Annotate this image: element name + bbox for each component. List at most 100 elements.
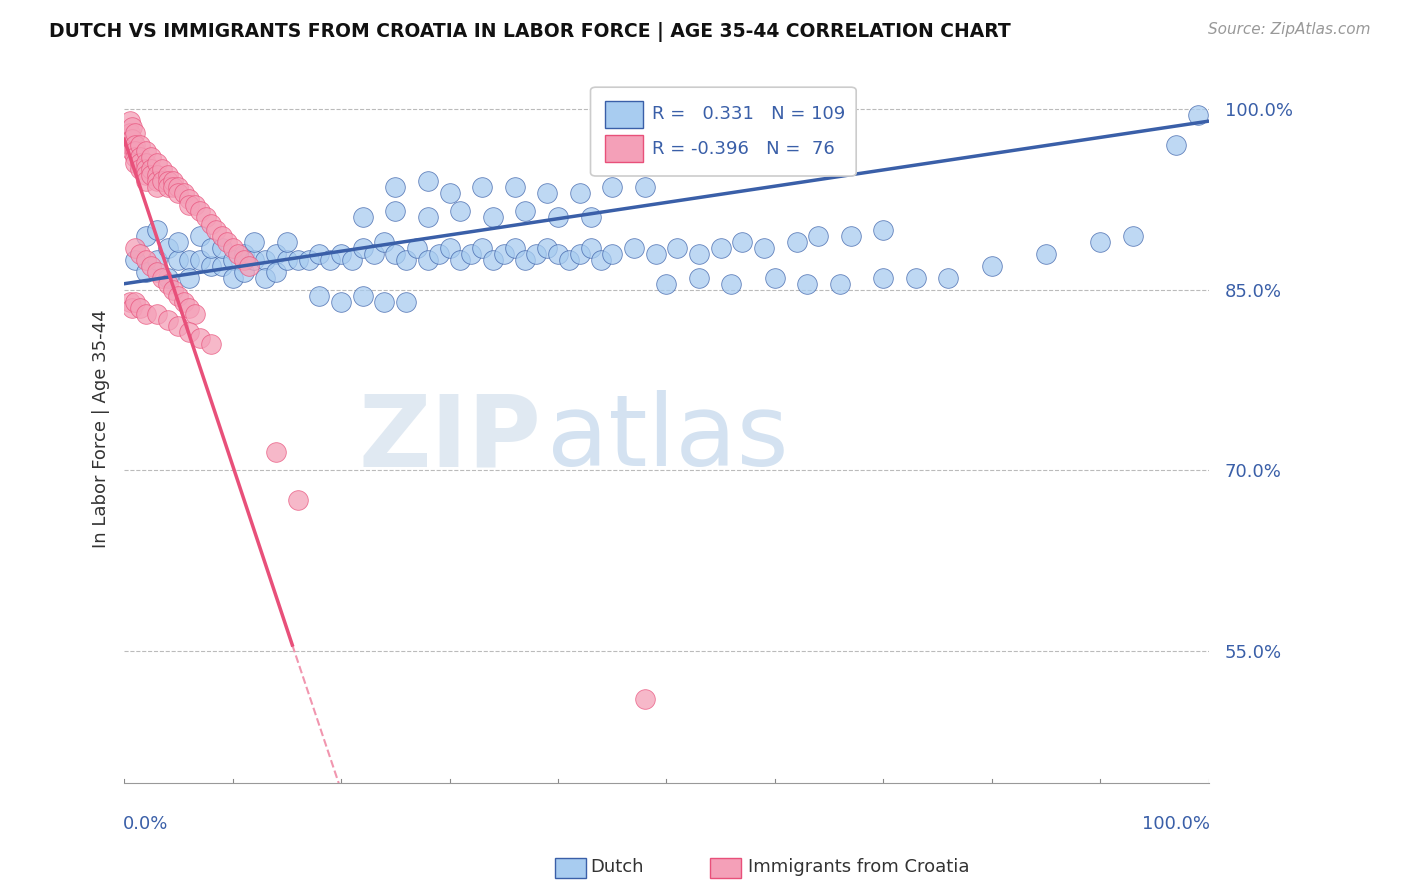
Point — [373, 235, 395, 249]
Point — [232, 246, 254, 260]
Point — [449, 252, 471, 267]
Point — [188, 204, 211, 219]
Point — [150, 174, 173, 188]
Point — [264, 445, 287, 459]
Point — [129, 150, 152, 164]
Point — [264, 265, 287, 279]
Point — [156, 313, 179, 327]
Point — [129, 138, 152, 153]
Point — [373, 294, 395, 309]
Point — [200, 337, 222, 351]
Point — [416, 211, 439, 225]
Point — [205, 222, 228, 236]
Point — [200, 217, 222, 231]
Point — [124, 156, 146, 170]
Text: Source: ZipAtlas.com: Source: ZipAtlas.com — [1208, 22, 1371, 37]
Point — [145, 169, 167, 183]
Point — [536, 186, 558, 201]
Point — [427, 246, 450, 260]
Point — [179, 270, 201, 285]
Point — [135, 265, 157, 279]
Point — [731, 235, 754, 249]
Point — [129, 156, 152, 170]
Point — [439, 241, 461, 255]
Point — [124, 145, 146, 159]
Point — [211, 259, 233, 273]
Point — [644, 246, 666, 260]
Point — [839, 228, 862, 243]
Point — [188, 252, 211, 267]
Point — [515, 204, 537, 219]
Point — [150, 270, 173, 285]
Point — [135, 145, 157, 159]
Point — [167, 318, 190, 333]
Point — [121, 145, 143, 159]
Point — [416, 252, 439, 267]
Point — [384, 204, 406, 219]
Point — [179, 325, 201, 339]
Point — [141, 162, 163, 177]
Point — [254, 270, 277, 285]
Point — [287, 252, 309, 267]
Point — [515, 252, 537, 267]
Point — [904, 270, 927, 285]
Point — [221, 241, 243, 255]
Point — [655, 277, 678, 291]
Point — [179, 198, 201, 212]
Point — [319, 252, 342, 267]
Text: R = -0.396   N =  76: R = -0.396 N = 76 — [652, 140, 835, 158]
Point — [135, 252, 157, 267]
FancyBboxPatch shape — [591, 87, 856, 176]
Text: Dutch: Dutch — [591, 858, 644, 876]
Point — [156, 241, 179, 255]
Point — [395, 294, 418, 309]
Point — [129, 246, 152, 260]
Bar — [605, 101, 643, 128]
Text: R =   0.331   N = 109: R = 0.331 N = 109 — [652, 105, 845, 123]
Point — [938, 270, 960, 285]
Point — [135, 162, 157, 177]
Point — [156, 174, 179, 188]
Point — [439, 186, 461, 201]
Point — [384, 180, 406, 194]
Point — [600, 246, 623, 260]
Point — [492, 246, 515, 260]
Point — [221, 252, 243, 267]
Point — [141, 259, 163, 273]
Point — [124, 126, 146, 140]
Point — [579, 241, 602, 255]
Point — [179, 301, 201, 315]
Point — [150, 162, 173, 177]
Point — [460, 246, 482, 260]
Point — [145, 307, 167, 321]
Point — [156, 169, 179, 183]
Point — [634, 180, 657, 194]
Point — [547, 211, 569, 225]
Point — [173, 294, 195, 309]
Point — [141, 169, 163, 183]
Point — [1164, 138, 1187, 153]
Point — [752, 241, 775, 255]
Point — [194, 211, 217, 225]
Point — [135, 174, 157, 188]
Point — [217, 235, 239, 249]
Point — [340, 252, 363, 267]
Point — [243, 252, 266, 267]
Point — [124, 294, 146, 309]
Point — [416, 174, 439, 188]
Point — [232, 265, 254, 279]
Point — [406, 241, 429, 255]
Point — [145, 156, 167, 170]
Point — [162, 180, 184, 194]
Point — [162, 283, 184, 297]
Point — [807, 228, 830, 243]
Point — [482, 252, 505, 267]
Text: 100.0%: 100.0% — [1142, 815, 1209, 833]
Point — [118, 138, 141, 153]
Point — [167, 235, 190, 249]
Text: atlas: atlas — [547, 391, 789, 487]
Point — [200, 241, 222, 255]
Point — [710, 241, 733, 255]
Point — [211, 241, 233, 255]
Point — [129, 301, 152, 315]
